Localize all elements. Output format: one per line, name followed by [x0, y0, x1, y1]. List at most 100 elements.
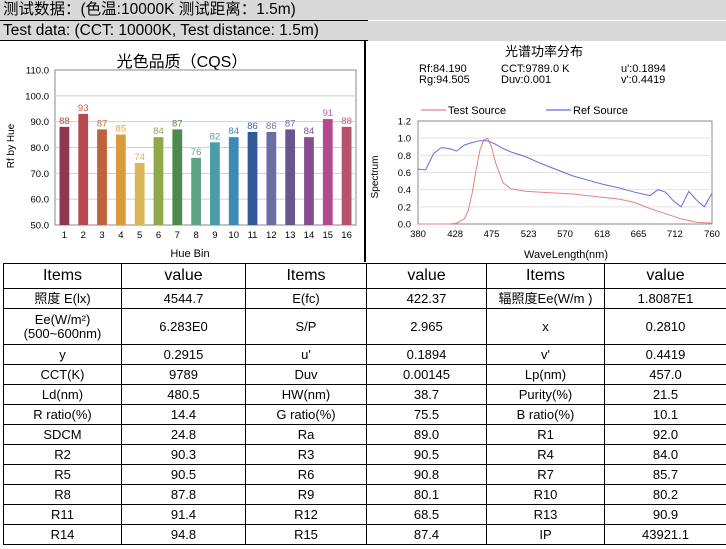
table-value-cell: 80.1: [366, 484, 487, 505]
cqs-chart: 光色品质（CQS） Rf by Hue Hue Bin 50.0 60.0 70.0…: [6, 53, 357, 260]
table-item-cell: Ld(nm): [3, 384, 122, 405]
cqs-x-tick-label: 12: [266, 230, 277, 241]
table-item-cell: R7: [486, 464, 605, 485]
table-row: R11 91.4 R12 68.5 R13 90.9: [3, 504, 726, 525]
spectrum-y-tick-label: 1.0: [398, 134, 411, 145]
table-value-cell: 90.9: [604, 504, 726, 525]
table-item-cell: R8: [3, 484, 122, 505]
table-value-cell: 0.00145: [366, 364, 487, 385]
table-value-cell: 422.37: [366, 288, 487, 309]
cqs-bar: [266, 132, 277, 225]
table-header-cell: Items: [245, 263, 367, 289]
table-row: R2 90.3 R3 90.5 R4 84.0: [3, 444, 726, 465]
cqs-bar: [228, 137, 239, 225]
test-source-line: [418, 137, 713, 225]
table-header-cell: value: [604, 263, 726, 289]
table-value-cell: 87.4: [366, 524, 487, 545]
table-value-cell: 0.2915: [121, 344, 246, 365]
table-value-cell: 90.5: [366, 444, 487, 465]
cqs-bar-value-label: 91: [322, 108, 333, 119]
cqs-y-tick-label: 80.0: [31, 143, 50, 154]
stat-rg: Rg:94.505: [419, 74, 470, 86]
table-item-cell: R ratio(%): [3, 404, 122, 425]
stat-rf: Rf:84.190: [419, 63, 467, 75]
cqs-bar: [341, 126, 352, 225]
cqs-bar: [322, 119, 333, 225]
table-item-cell: HW(nm): [245, 384, 367, 405]
table-item-cell: R2: [3, 444, 122, 465]
table-value-cell: 9789: [121, 364, 246, 385]
table-item-cell: R12: [245, 504, 367, 525]
table-item-cell: R10: [486, 484, 605, 505]
cqs-bar: [134, 163, 145, 225]
cqs-bar-value-label: 87: [172, 118, 183, 129]
table-value-cell: 90.3: [121, 444, 246, 465]
table-value-cell: 87.8: [121, 484, 246, 505]
header-en-text: Test data: (CCT: 10000K, Test distance: …: [3, 22, 319, 39]
cqs-x-tick-label: 6: [156, 230, 161, 241]
table-value-cell: 90.5: [121, 464, 246, 485]
header-cn-text: 测试数据：(色温:10000K 测试距离：1.5m): [3, 1, 296, 18]
table-header-cell: value: [366, 263, 487, 289]
table-item-cell: Ee(W/m²)(500~600nm): [3, 308, 122, 345]
spectrum-x-tick-label: 428: [447, 229, 463, 240]
cqs-x-tick-label: 5: [137, 230, 142, 241]
cqs-y-tick-label: 70.0: [31, 169, 50, 180]
table-item-cell: R15: [245, 524, 367, 545]
table-value-cell: 0.1894: [366, 344, 487, 365]
table-row: y 0.2915 u' 0.1894 v' 0.4419: [3, 344, 726, 365]
table-row: R ratio(%) 14.4 G ratio(%) 75.5 B ratio(%) 10…: [3, 404, 726, 425]
table-value-cell: 89.0: [366, 424, 487, 445]
table-value-cell: 21.5: [604, 384, 726, 405]
cqs-x-tick-label: 8: [193, 230, 198, 241]
measurement-table: Items value Items value Items value 照度 E(lx) 45…: [3, 263, 726, 545]
table-item-cell: v': [486, 344, 605, 365]
table-item-cell: R4: [486, 444, 605, 465]
cqs-y-tick-label: 100.0: [25, 91, 49, 102]
spectrum-x-tick-label: 760: [704, 229, 720, 240]
spectrum-y-tick-label: 0.6: [398, 168, 411, 179]
cqs-bar: [247, 132, 258, 225]
table-row: Ld(nm) 480.5 HW(nm) 38.7 Purity(%) 21.5: [3, 384, 726, 405]
table-item-cell: R6: [245, 464, 367, 485]
cqs-y-tick-label: 50.0: [31, 221, 50, 232]
cqs-y-tick-label: 110.0: [26, 66, 49, 77]
cqs-bar: [78, 113, 89, 225]
spectrum-x-tick-label: 475: [484, 229, 500, 240]
table-item-cell: R9: [245, 484, 367, 505]
table-value-cell: 85.7: [604, 464, 726, 485]
cqs-bar-value-label: 85: [116, 124, 127, 135]
cqs-bar: [304, 137, 314, 225]
table-value-cell: 4544.7: [121, 288, 246, 309]
table-value-cell: 457.0: [604, 364, 726, 385]
cqs-bar-value-label: 86: [247, 121, 258, 132]
table-item-cell: u': [245, 344, 367, 365]
table-item-cell: R3: [245, 444, 367, 465]
table-row: 照度 E(lx) 4544.7 E(fc) 422.37 辐照度Ee(W/m ) 1.80…: [3, 288, 726, 309]
table-item-cell: 辐照度Ee(W/m ): [486, 288, 605, 309]
spectrum-chart-title: 光谱功率分布: [505, 44, 583, 59]
spectrum-x-tick-label: 665: [631, 229, 647, 240]
spectrum-chart: 光谱功率分布 Rf:84.190 CCT:9789.0 K u':0.1894 …: [370, 44, 720, 261]
cqs-bar-value-label: 87: [97, 118, 108, 129]
table-value-cell: 38.7: [366, 384, 487, 405]
cqs-x-tick-label: 11: [248, 230, 258, 241]
table-header-cell: Items: [486, 263, 605, 289]
spectrum-y-tick-label: 0.8: [398, 151, 411, 162]
table-value-cell: 0.2810: [604, 308, 726, 345]
table-row: Ee(W/m²)(500~600nm) 6.283E0 S/P 2.965 x 0.281…: [3, 308, 726, 345]
table-item-cell: 照度 E(lx): [3, 288, 122, 309]
legend-test-label: Test Source: [448, 105, 506, 117]
table-value-cell: 10.1: [604, 404, 726, 425]
table-item-cell: R11: [3, 504, 122, 525]
spectrum-x-tick-label: 570: [557, 229, 573, 240]
table-item-cell: R13: [486, 504, 605, 525]
table-row: CCT(K) 9789 Duv 0.00145 Lp(nm) 457.0: [3, 364, 726, 385]
table-header-row: Items value Items value Items value: [3, 263, 726, 289]
cqs-y-tick-label: 60.0: [31, 195, 50, 206]
cqs-bar-value-label: 86: [266, 121, 277, 132]
cqs-bar-value-label: 84: [153, 126, 164, 137]
cqs-x-tick-label: 15: [322, 230, 333, 241]
table-item-cell: R5: [3, 464, 122, 485]
stat-duv: Duv:0.001: [501, 74, 551, 86]
